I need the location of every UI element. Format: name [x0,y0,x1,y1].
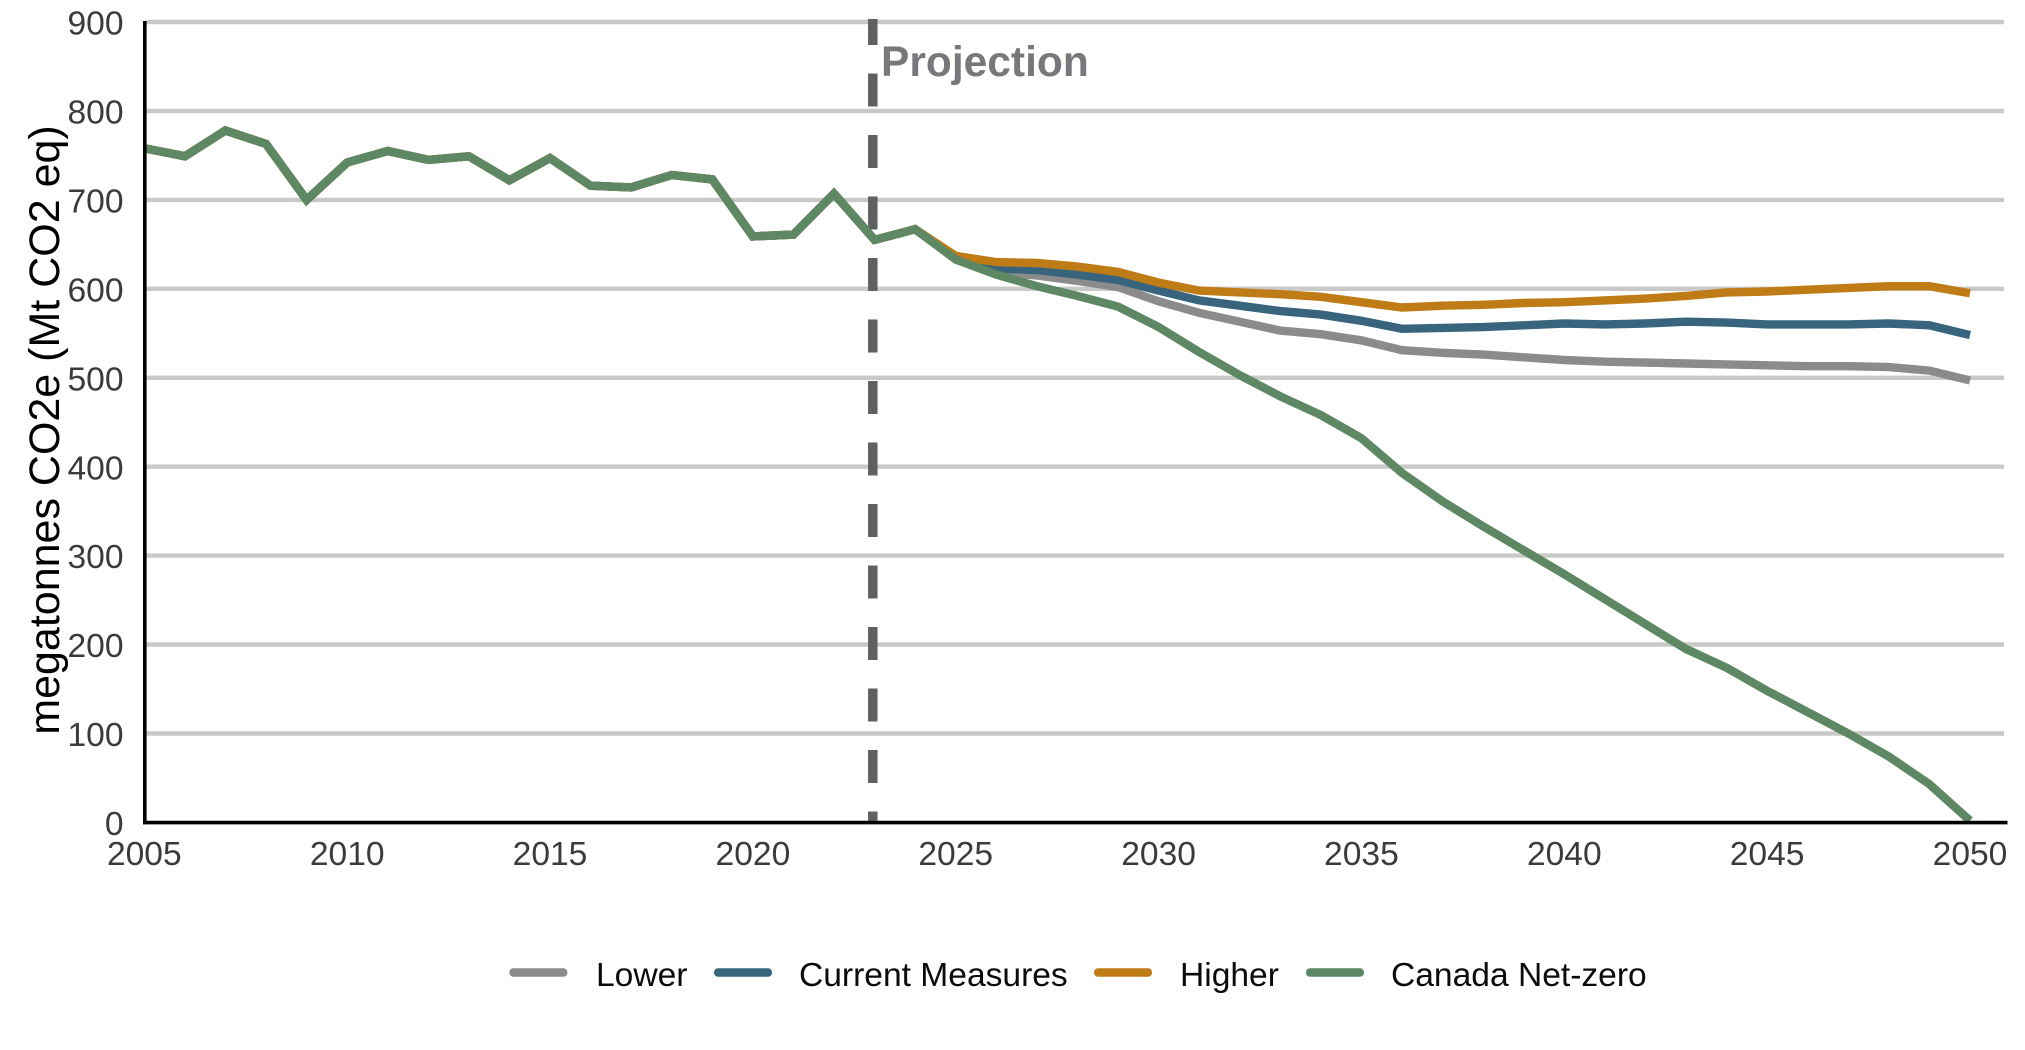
svg-text:2025: 2025 [918,836,993,873]
svg-text:Current Measures: Current Measures [799,957,1068,994]
svg-text:900: 900 [67,6,123,43]
svg-text:2005: 2005 [107,836,182,873]
svg-text:100: 100 [67,717,123,754]
svg-text:800: 800 [67,95,123,132]
svg-text:2050: 2050 [1933,836,2008,873]
svg-text:0: 0 [105,806,124,843]
svg-text:500: 500 [67,361,123,398]
svg-text:2040: 2040 [1527,836,1602,873]
svg-text:400: 400 [67,450,123,487]
svg-text:2020: 2020 [716,836,791,873]
svg-text:300: 300 [67,539,123,576]
svg-text:2015: 2015 [513,836,588,873]
svg-text:2010: 2010 [310,836,385,873]
svg-text:2030: 2030 [1121,836,1196,873]
svg-text:Higher: Higher [1180,957,1279,994]
svg-text:megatonnes CO2e (Mt CO2 eq): megatonnes CO2e (Mt CO2 eq) [21,125,69,734]
svg-text:Canada Net-zero: Canada Net-zero [1391,957,1647,994]
svg-text:600: 600 [67,272,123,309]
svg-text:700: 700 [67,184,123,221]
svg-text:Lower: Lower [596,957,687,994]
svg-text:2035: 2035 [1324,836,1399,873]
svg-text:Projection: Projection [881,39,1089,86]
svg-text:200: 200 [67,628,123,665]
svg-text:2045: 2045 [1730,836,1805,873]
